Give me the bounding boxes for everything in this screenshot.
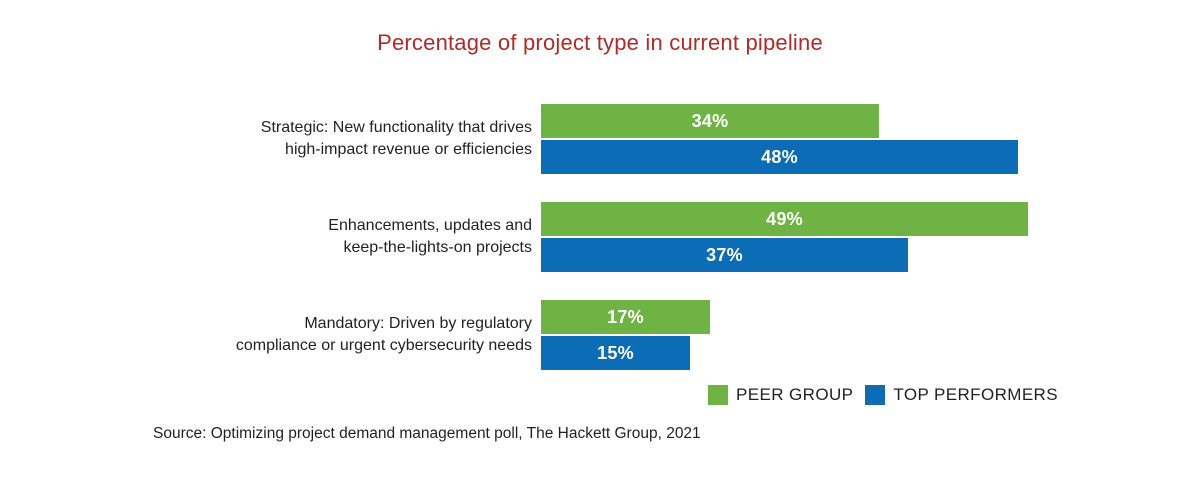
category-row-enhancements: Enhancements, updates and keep-the-light… — [0, 202, 1200, 272]
legend-label: TOP PERFORMERS — [893, 385, 1058, 404]
category-row-strategic: Strategic: New functionality that drives… — [0, 104, 1200, 174]
bar-value-label: 48% — [761, 146, 798, 167]
bar-value-label: 34% — [691, 110, 729, 131]
legend-item-top-performers: TOP PERFORMERS — [865, 385, 1058, 405]
bar-value-label: 37% — [706, 244, 743, 265]
source-attribution: Source: Optimizing project demand manage… — [153, 425, 701, 442]
category-label-line: Mandatory: Driven by regulatory — [304, 315, 532, 332]
bar-top-performers: 37% — [541, 238, 908, 272]
legend-item-peer-group: PEER GROUP — [708, 385, 853, 405]
bar-value-label: 49% — [766, 208, 803, 229]
category-label: Strategic: New functionality that drives… — [0, 104, 532, 174]
legend: PEER GROUP TOP PERFORMERS — [708, 385, 1058, 405]
category-row-mandatory: Mandatory: Driven by regulatory complian… — [0, 300, 1200, 370]
category-label-line: compliance or urgent cybersecurity needs — [235, 337, 532, 354]
legend-label: PEER GROUP — [736, 385, 854, 404]
category-label: Enhancements, updates and keep-the-light… — [0, 202, 532, 272]
top-performers-swatch-icon — [865, 385, 886, 405]
bar-top-performers: 15% — [541, 336, 690, 370]
chart-title: Percentage of project type in current pi… — [377, 30, 823, 55]
category-label-line: Strategic: New functionality that drives — [260, 119, 532, 136]
bar-peer-group: 49% — [541, 202, 1028, 236]
bar-top-performers: 48% — [541, 140, 1018, 174]
bar-peer-group: 17% — [541, 300, 710, 334]
category-label-line: keep-the-lights-on projects — [343, 239, 532, 256]
category-label: Mandatory: Driven by regulatory complian… — [0, 300, 532, 370]
category-label-line: high-impact revenue or efficiencies — [285, 141, 532, 158]
bar-peer-group: 34% — [541, 104, 879, 138]
category-label-line: Enhancements, updates and — [328, 217, 532, 234]
plot-area: Strategic: New functionality that drives… — [0, 104, 1200, 370]
peer-group-swatch-icon — [708, 385, 728, 405]
bar-value-label: 15% — [597, 342, 634, 363]
bar-value-label: 17% — [607, 306, 644, 327]
